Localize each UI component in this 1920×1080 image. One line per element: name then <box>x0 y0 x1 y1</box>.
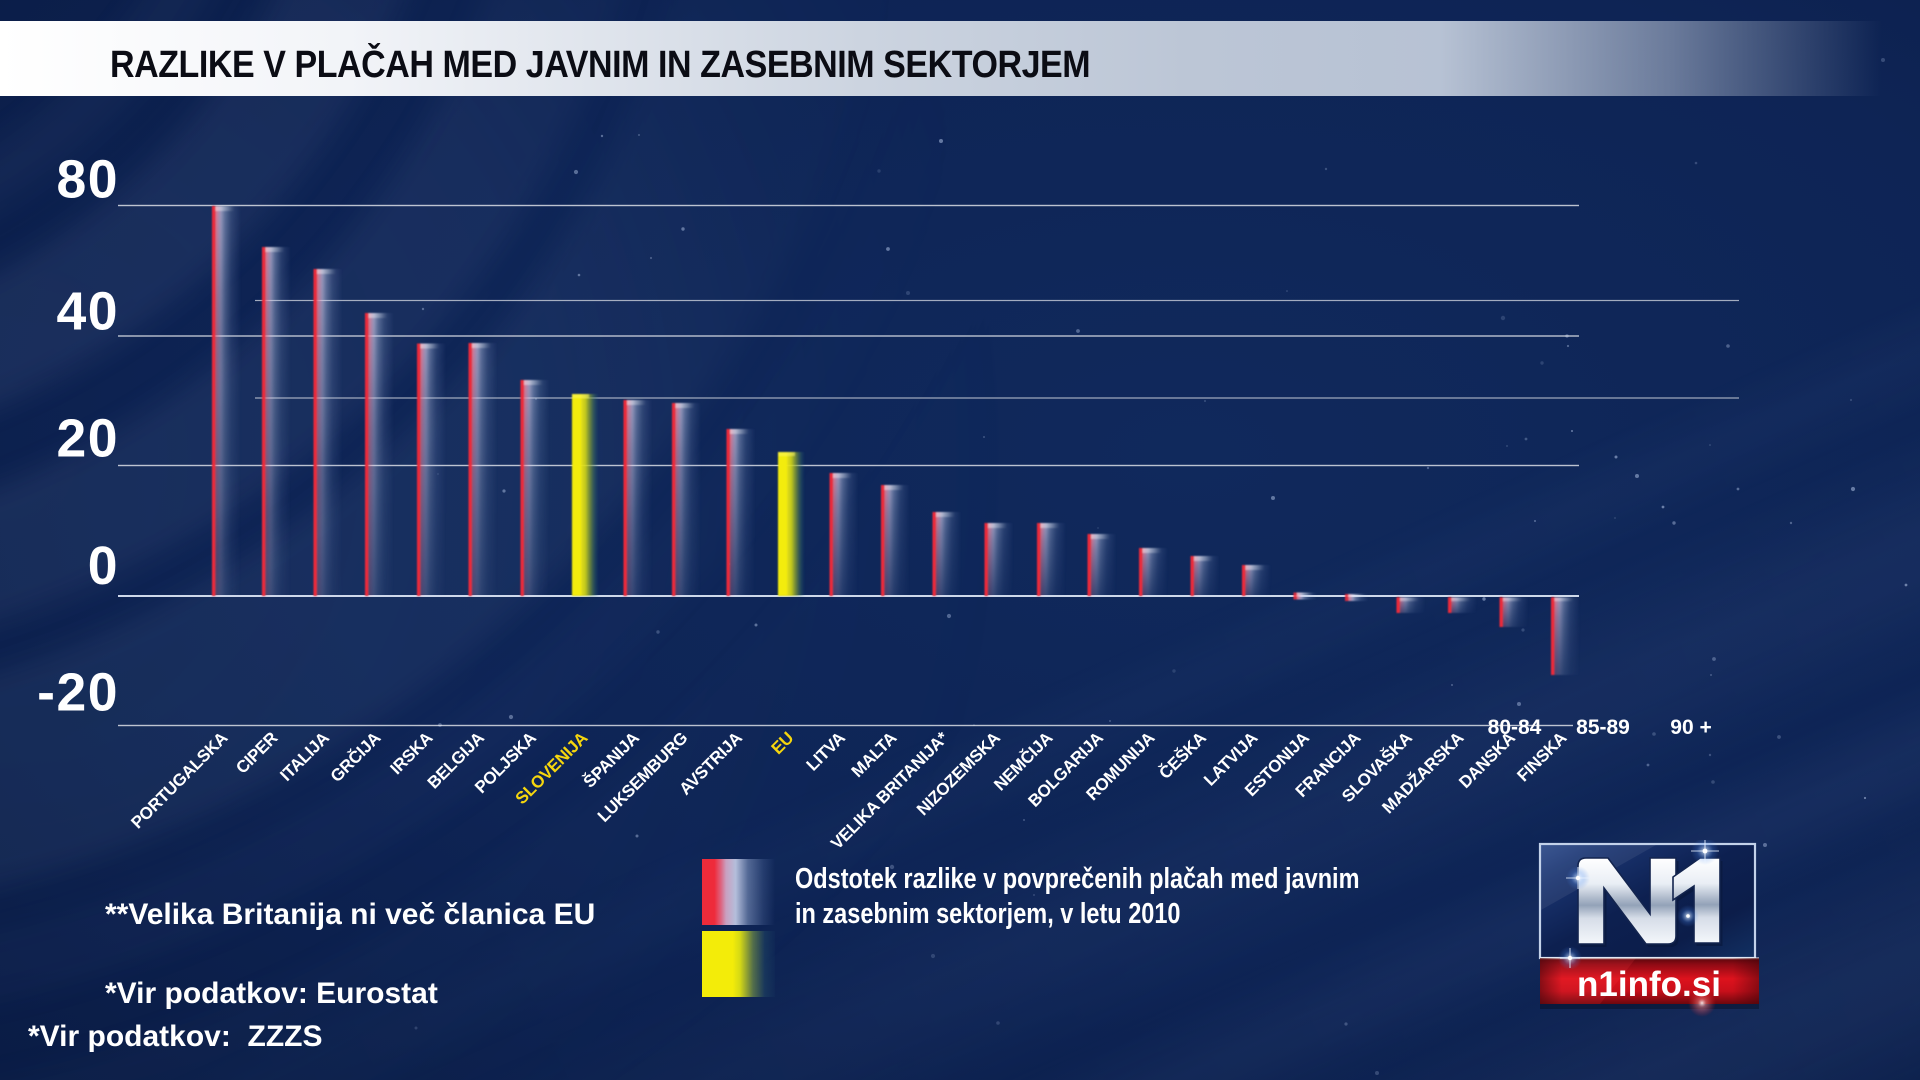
svg-text:80: 80 <box>56 151 119 210</box>
svg-text:n1info.si: n1info.si <box>1577 965 1721 1004</box>
svg-text:90 +: 90 + <box>1670 716 1711 739</box>
svg-text:85-89: 85-89 <box>1576 716 1630 739</box>
svg-text:-20: -20 <box>37 664 119 723</box>
svg-text:80-84: 80-84 <box>1488 716 1542 739</box>
svg-text:20: 20 <box>56 410 119 469</box>
svg-text:40: 40 <box>56 283 119 342</box>
svg-text:0: 0 <box>88 537 119 596</box>
